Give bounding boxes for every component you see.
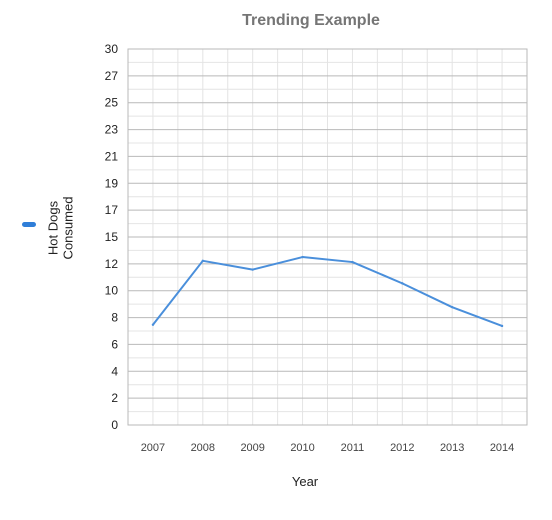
x-tick-label: 2009 bbox=[240, 442, 264, 454]
y-tick-label: 8 bbox=[111, 311, 118, 325]
data-point bbox=[201, 259, 205, 263]
x-tick-label: 2012 bbox=[390, 442, 414, 454]
y-tick-label: 10 bbox=[105, 284, 119, 298]
y-tick-label: 21 bbox=[105, 149, 119, 163]
legend-swatch bbox=[22, 222, 36, 227]
plot-area bbox=[127, 48, 528, 426]
x-axis-ticks: 2007 2008 2009 2010 2011 2012 2013 2014 bbox=[141, 442, 515, 454]
y-tick-label: 25 bbox=[105, 96, 119, 110]
data-point bbox=[500, 324, 504, 328]
x-tick-label: 2008 bbox=[191, 442, 215, 454]
y-tick-label: 17 bbox=[105, 203, 119, 217]
data-point bbox=[401, 282, 404, 285]
y-tick-label: 15 bbox=[105, 230, 119, 244]
data-point bbox=[351, 260, 354, 264]
x-tick-label: 2007 bbox=[141, 442, 165, 454]
y-tick-label: 6 bbox=[111, 337, 118, 351]
series-line bbox=[151, 256, 504, 327]
x-tick-label: 2013 bbox=[440, 442, 464, 454]
series-lines bbox=[151, 255, 504, 328]
chart-title: Trending Example bbox=[242, 12, 380, 29]
data-point bbox=[151, 323, 155, 326]
y-axis-ticks: 0 2 4 6 8 10 12 15 17 19 21 23 25 27 30 bbox=[105, 42, 119, 432]
y-tick-label: 23 bbox=[105, 123, 119, 137]
x-tick-label: 2010 bbox=[290, 442, 314, 454]
y-tick-label: 27 bbox=[105, 69, 119, 83]
data-point bbox=[450, 305, 454, 309]
data-point bbox=[251, 268, 254, 271]
legend-label: Hot DogsConsumed bbox=[45, 197, 75, 260]
y-tick-label: 30 bbox=[105, 42, 119, 56]
legend-label-line: Consumed bbox=[60, 197, 75, 260]
y-tick-label: 4 bbox=[111, 364, 118, 378]
y-tick-label: 2 bbox=[111, 391, 118, 405]
x-tick-label: 2014 bbox=[490, 442, 514, 454]
x-axis-label: Year bbox=[292, 474, 319, 489]
legend: Hot DogsConsumed bbox=[22, 197, 75, 260]
y-tick-label: 19 bbox=[105, 176, 119, 190]
y-tick-label: 12 bbox=[105, 257, 119, 271]
data-point bbox=[301, 255, 304, 259]
legend-label-line: Hot Dogs bbox=[45, 200, 60, 255]
y-tick-label: 0 bbox=[111, 418, 118, 432]
plot-frame bbox=[127, 48, 528, 426]
x-tick-label: 2011 bbox=[341, 442, 365, 454]
